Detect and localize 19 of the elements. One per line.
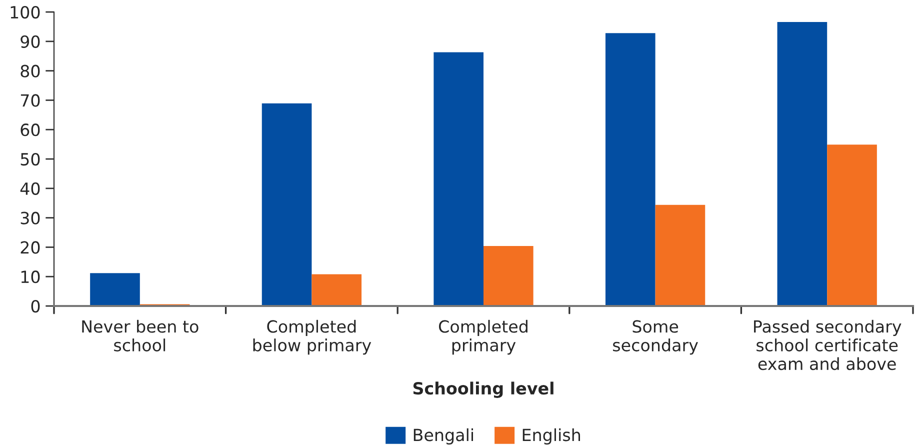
x-tick-label: Completed primary <box>438 320 528 355</box>
y-tick-label: 100 <box>10 6 40 19</box>
y-tick-label: 10 <box>21 270 40 284</box>
y-tick-label: 40 <box>20 182 40 195</box>
legend-label: English <box>522 428 580 444</box>
y-tick-label: 80 <box>20 64 40 78</box>
y-tick-label: 50 <box>20 152 40 166</box>
x-tick-label: Passed secondary school certificate exam and above <box>754 320 902 370</box>
x-axis-title: Schooling level <box>413 382 554 398</box>
legend-label: Bengali <box>414 428 473 444</box>
y-tick-label: 60 <box>20 124 40 136</box>
y-tick-label: 30 <box>20 212 40 224</box>
x-tick-label: Completed below primary <box>253 320 372 355</box>
y-tick-label: 70 <box>20 94 40 107</box>
y-tick-label: 90 <box>20 35 40 48</box>
y-tick-label: 20 <box>20 241 40 254</box>
y-tick-label: 0 <box>31 300 40 313</box>
x-tick-label: Never been to school <box>82 320 198 352</box>
x-tick-label: Some secondary <box>613 320 698 355</box>
